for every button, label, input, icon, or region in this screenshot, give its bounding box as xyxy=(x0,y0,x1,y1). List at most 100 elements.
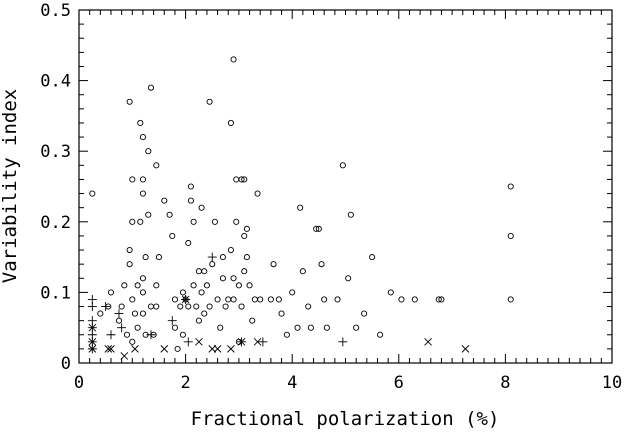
plus-marker xyxy=(183,337,193,347)
circle-marker xyxy=(241,232,248,239)
circle-marker xyxy=(209,261,216,268)
circle-marker xyxy=(283,331,290,338)
circle-marker xyxy=(185,239,192,247)
circle-marker xyxy=(129,176,136,183)
circle-marker xyxy=(219,254,226,261)
circle-marker xyxy=(171,296,178,303)
circle-marker xyxy=(305,303,312,310)
tick-labels: 0 2 4 6 8 10 0 0.1 0.2 0.3 0.4 0.5 xyxy=(40,1,622,393)
circle-marker xyxy=(507,232,514,239)
circle-marker xyxy=(398,296,405,303)
y-tick-label: 0.2 xyxy=(40,213,71,233)
circle-marker xyxy=(153,162,160,169)
circle-marker xyxy=(97,310,104,317)
circle-marker xyxy=(345,275,352,282)
circle-marker xyxy=(251,296,258,303)
circle-marker xyxy=(179,331,186,338)
x-tick-label: 0 xyxy=(74,373,84,393)
circle-marker xyxy=(195,268,202,275)
circle-marker xyxy=(318,261,325,268)
circle-marker xyxy=(387,289,394,296)
circle-marker xyxy=(142,254,149,261)
circle-marker xyxy=(323,324,330,331)
cross-marker xyxy=(461,345,470,353)
circle-marker xyxy=(171,324,178,331)
plus-marker xyxy=(258,337,268,347)
cross-marker xyxy=(424,338,432,346)
data-markers xyxy=(87,56,514,360)
circle-marker xyxy=(137,119,144,127)
circle-marker xyxy=(198,204,205,211)
cross-marker xyxy=(160,345,169,353)
circle-marker xyxy=(145,211,152,218)
circle-marker xyxy=(257,296,264,303)
circle-marker xyxy=(270,261,277,268)
axis-ticks xyxy=(78,9,613,364)
circle-marker xyxy=(507,296,514,303)
circle-marker xyxy=(238,303,245,310)
circle-marker xyxy=(121,282,128,289)
cross-marker xyxy=(88,345,97,353)
circle-marker xyxy=(307,324,314,331)
plus-marker xyxy=(101,302,111,312)
circle-marker xyxy=(137,218,144,225)
circle-marker xyxy=(249,317,256,324)
circle-marker xyxy=(211,218,218,225)
circle-marker xyxy=(321,296,328,303)
cross-marker xyxy=(208,345,217,353)
circle-marker xyxy=(235,282,242,289)
circle-marker xyxy=(145,148,152,155)
cross-marker xyxy=(120,352,129,360)
circle-marker xyxy=(129,296,136,303)
y-tick-label: 0.5 xyxy=(40,1,71,21)
plus-marker xyxy=(114,309,124,319)
circle-marker xyxy=(353,324,360,331)
x-tick-label: 6 xyxy=(394,373,404,393)
circle-marker xyxy=(161,197,168,204)
circle-marker xyxy=(507,183,514,190)
circle-marker xyxy=(201,310,208,317)
circle-marker xyxy=(169,232,176,239)
circle-marker xyxy=(254,190,261,197)
circle-marker xyxy=(246,282,253,289)
plus-marker xyxy=(106,330,116,340)
circle-marker xyxy=(206,98,213,105)
cross-marker xyxy=(253,338,262,346)
circle-marker xyxy=(241,176,248,183)
cross-marker xyxy=(237,338,246,346)
circle-marker xyxy=(126,98,133,105)
circle-marker xyxy=(217,324,224,331)
circle-marker xyxy=(155,254,162,261)
x-tick-label: 2 xyxy=(180,373,190,393)
circle-marker xyxy=(190,282,197,289)
circle-marker xyxy=(219,275,226,282)
y-tick-label: 0 xyxy=(61,354,71,374)
cross-marker xyxy=(88,323,97,332)
circle-marker xyxy=(129,338,136,345)
circle-marker xyxy=(134,324,141,331)
circle-marker xyxy=(227,119,234,127)
circle-marker xyxy=(193,303,200,310)
circle-marker xyxy=(126,246,133,254)
circle-marker xyxy=(377,331,384,338)
circle-marker xyxy=(126,261,133,268)
circle-marker xyxy=(339,162,346,169)
y-axis-title: Variability index xyxy=(0,89,21,283)
circle-marker xyxy=(230,275,237,282)
circle-marker xyxy=(225,296,232,303)
circle-marker xyxy=(411,296,418,303)
circle-marker xyxy=(267,296,274,303)
x-tick-label: 10 xyxy=(602,373,622,393)
plus-marker xyxy=(146,330,156,340)
x-axis-title: Fractional polarization (%) xyxy=(191,408,500,430)
circle-marker xyxy=(233,176,240,183)
circle-marker xyxy=(313,225,320,232)
circle-marker xyxy=(289,289,296,296)
circle-marker xyxy=(129,218,136,225)
circle-marker xyxy=(147,303,155,310)
circle-marker xyxy=(190,218,197,225)
circle-marker xyxy=(233,218,240,225)
y-tick-label: 0.3 xyxy=(40,142,71,162)
circle-marker xyxy=(131,310,139,317)
